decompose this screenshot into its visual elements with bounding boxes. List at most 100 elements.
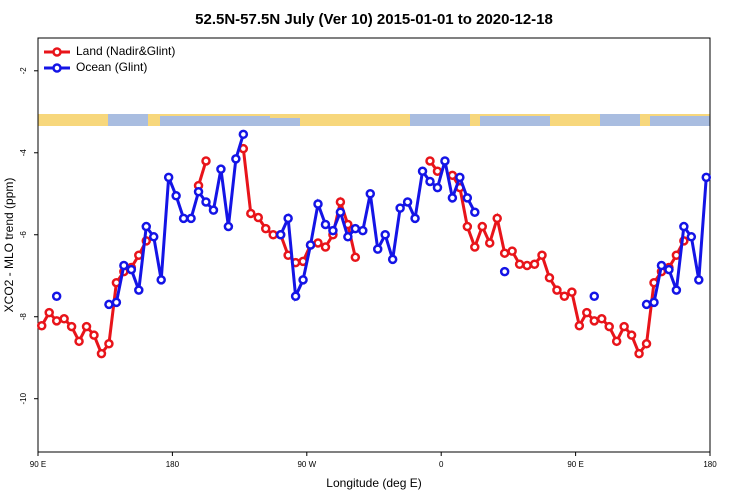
- point: [231, 154, 241, 164]
- x-tick-label: 180: [703, 460, 717, 469]
- point: [604, 321, 614, 332]
- point: [499, 248, 510, 258]
- y-tick-label: -6: [19, 231, 28, 239]
- point: [335, 197, 346, 207]
- point: [372, 244, 383, 254]
- point: [320, 219, 331, 230]
- legend-label: Ocean (Glint): [76, 60, 147, 74]
- point: [163, 172, 174, 183]
- point: [462, 193, 473, 203]
- point: [552, 285, 562, 295]
- point: [425, 156, 435, 166]
- point: [96, 348, 107, 359]
- point: [74, 336, 84, 347]
- legend-marker: [52, 47, 62, 57]
- point: [89, 330, 99, 340]
- y-tick-label: -2: [19, 67, 28, 75]
- point: [701, 172, 712, 183]
- point: [111, 297, 122, 308]
- point: [544, 273, 555, 283]
- y-axis-label: XCO2 - MLO trend (ppm): [2, 178, 16, 313]
- x-tick-label: 180: [166, 460, 180, 469]
- point: [119, 260, 129, 271]
- point: [358, 225, 368, 236]
- point: [156, 275, 166, 285]
- point: [574, 321, 585, 331]
- point: [320, 242, 331, 252]
- point: [641, 339, 652, 349]
- point: [522, 260, 532, 271]
- y-tick-label: -8: [19, 313, 28, 321]
- point: [492, 213, 502, 224]
- point: [664, 264, 674, 275]
- point: [499, 266, 510, 277]
- point: [343, 232, 353, 242]
- point: [611, 336, 622, 347]
- y-tick-label: -10: [19, 392, 28, 404]
- point: [470, 207, 480, 217]
- point: [619, 321, 629, 332]
- point: [201, 156, 211, 166]
- point: [484, 238, 495, 248]
- point: [596, 314, 607, 324]
- point: [335, 207, 346, 217]
- x-tick-label: 90 E: [30, 460, 46, 469]
- point: [290, 291, 301, 301]
- point: [507, 246, 517, 256]
- point: [51, 291, 62, 301]
- legend-label: Land (Nadir&Glint): [76, 44, 175, 58]
- point: [51, 316, 62, 326]
- point: [425, 176, 435, 187]
- point: [81, 321, 92, 332]
- point: [649, 297, 659, 308]
- point: [126, 264, 137, 275]
- point: [656, 260, 667, 271]
- point: [201, 197, 211, 207]
- point: [350, 223, 361, 234]
- point: [216, 164, 226, 174]
- point: [186, 213, 196, 224]
- point: [477, 221, 488, 232]
- point: [104, 299, 114, 310]
- series-line: [108, 133, 245, 306]
- x-tick-label: 0: [439, 460, 444, 469]
- point: [36, 321, 47, 331]
- point: [402, 197, 413, 207]
- point: [275, 230, 286, 240]
- point: [447, 193, 458, 203]
- point: [246, 208, 256, 219]
- point: [410, 213, 420, 224]
- point: [328, 225, 338, 236]
- point: [148, 232, 159, 242]
- point: [447, 170, 458, 181]
- point: [350, 252, 361, 263]
- point: [141, 221, 152, 232]
- point: [104, 339, 114, 349]
- point: [208, 205, 219, 215]
- point: [253, 212, 264, 223]
- plot-frame: [37, 37, 711, 453]
- point: [686, 232, 697, 242]
- point: [313, 238, 323, 248]
- point: [671, 285, 682, 295]
- legend-marker: [52, 63, 62, 73]
- series-line: [279, 160, 477, 302]
- point: [178, 213, 189, 224]
- point: [268, 230, 278, 240]
- point: [626, 330, 637, 340]
- chart-title: 52.5N-57.5N July (Ver 10) 2015-01-01 to …: [195, 11, 553, 28]
- point: [44, 307, 54, 318]
- point: [470, 242, 480, 252]
- point: [529, 259, 540, 270]
- point: [387, 254, 398, 265]
- point: [537, 250, 547, 260]
- point: [66, 321, 77, 332]
- point: [559, 291, 570, 301]
- point: [514, 259, 525, 270]
- point: [298, 275, 308, 285]
- point: [134, 285, 144, 295]
- point: [567, 287, 577, 297]
- point: [238, 129, 249, 140]
- point: [365, 189, 376, 199]
